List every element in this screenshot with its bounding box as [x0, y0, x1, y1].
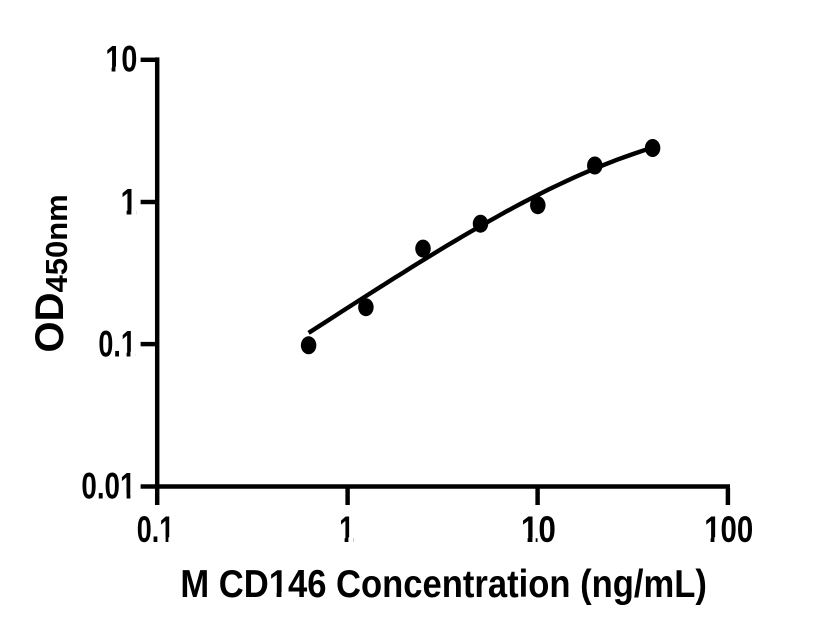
svg-text:1: 1: [121, 181, 138, 222]
svg-text:10: 10: [521, 509, 556, 550]
svg-text:100: 100: [704, 509, 753, 550]
svg-text:1: 1: [339, 509, 354, 550]
svg-text:10: 10: [105, 39, 137, 80]
svg-text:M CD146 Concentration (ng/mL): M CD146 Concentration (ng/mL): [180, 563, 707, 606]
svg-text:0.1: 0.1: [98, 324, 135, 365]
svg-text:0.01: 0.01: [81, 465, 135, 506]
svg-text:OD450nm: OD450nm: [28, 194, 74, 352]
svg-text:0.1: 0.1: [137, 509, 174, 550]
